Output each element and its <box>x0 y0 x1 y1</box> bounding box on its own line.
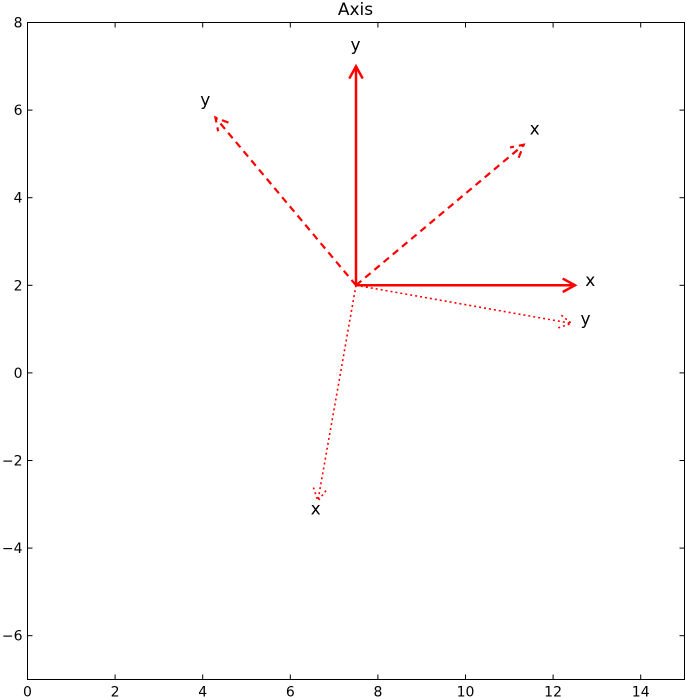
x-tick-label: 4 <box>198 685 207 697</box>
y-tick-label: −2 <box>2 454 23 470</box>
vector-dotted-x: x <box>311 285 357 520</box>
y-tick-label: 0 <box>14 366 23 382</box>
x-tick-label: 8 <box>373 685 382 697</box>
x-tick-label: 14 <box>632 685 650 697</box>
y-tick-label: 6 <box>14 103 23 119</box>
plot-frame <box>27 22 685 680</box>
y-tick-label: 2 <box>14 278 23 294</box>
y-tick-label: −6 <box>2 629 23 645</box>
vector-dashed-x: x <box>355 119 540 287</box>
arrowhead <box>509 143 526 159</box>
vector-label: x <box>585 271 595 291</box>
arrowhead <box>348 63 364 80</box>
x-tick-label: 12 <box>544 685 562 697</box>
x-tick-label: 6 <box>286 685 295 697</box>
chart-title: Axis <box>338 0 373 20</box>
y-tick-label: −4 <box>2 541 23 557</box>
vector-label: x <box>311 500 321 520</box>
arrowhead <box>213 115 229 132</box>
x-tick-label: 10 <box>457 685 475 697</box>
x-tick-label: 0 <box>23 685 32 697</box>
vector-label: y <box>351 36 361 56</box>
vector-dashed-y: y <box>200 90 357 287</box>
vector-solid-y: y <box>348 36 364 286</box>
arrowhead <box>557 314 574 329</box>
arrowhead <box>562 277 578 294</box>
vector-label: y <box>580 309 590 329</box>
vector-label: y <box>200 90 210 110</box>
x-tick-label: 2 <box>111 685 120 697</box>
y-tick-label: 4 <box>14 191 23 207</box>
vector-solid-x: x <box>356 271 595 294</box>
vector-label: x <box>530 119 540 139</box>
vector-dotted-y: y <box>355 284 591 329</box>
y-tick-label: 8 <box>14 16 23 32</box>
